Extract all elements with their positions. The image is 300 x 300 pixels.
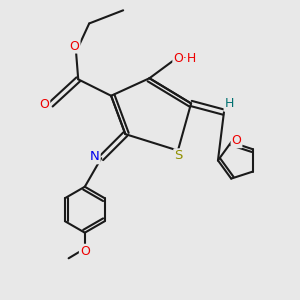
Text: O: O — [70, 40, 80, 52]
Text: N: N — [90, 150, 100, 163]
Text: O: O — [80, 245, 90, 258]
Text: O: O — [39, 98, 49, 111]
Text: H: H — [225, 98, 234, 110]
Text: O·H: O·H — [173, 52, 196, 64]
Text: O: O — [232, 134, 242, 147]
Text: S: S — [174, 149, 183, 162]
